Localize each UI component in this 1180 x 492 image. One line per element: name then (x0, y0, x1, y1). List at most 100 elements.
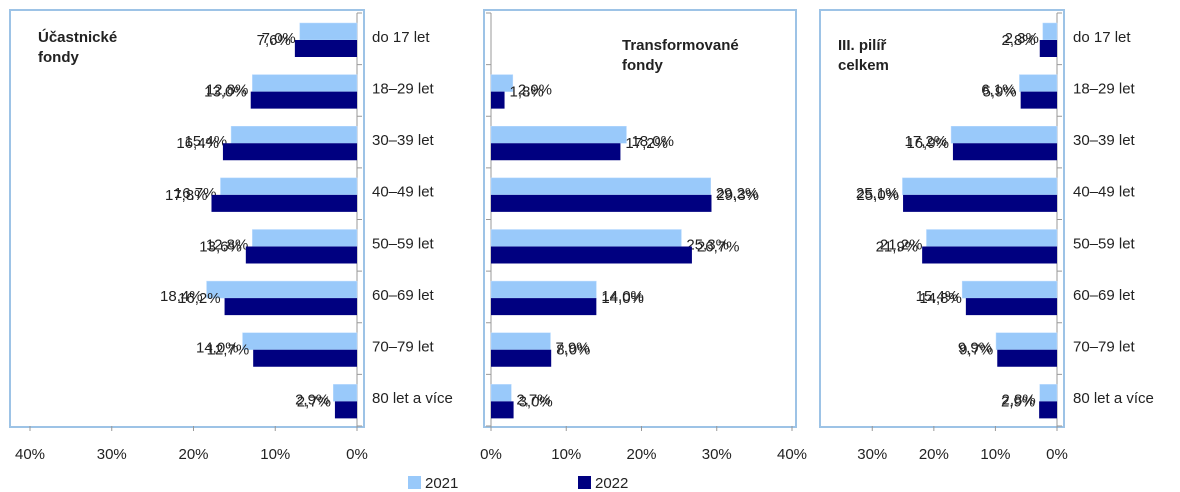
x-tick-label: 10% (980, 446, 1010, 463)
data-label: 25,3% (686, 236, 729, 253)
data-label: 8,0% (556, 342, 590, 359)
data-label: 25,0% (857, 187, 900, 204)
bar (222, 143, 357, 161)
category-label: 18–29 let (372, 80, 435, 97)
x-tick-label: 30% (702, 446, 732, 463)
bar (206, 280, 358, 299)
data-label: 17,2% (625, 135, 668, 152)
bar (952, 143, 1057, 161)
data-label: 17,2% (905, 133, 948, 150)
data-label: 14,0% (196, 340, 239, 357)
data-label: 29,2% (716, 185, 759, 202)
category-label: do 17 let (372, 29, 430, 46)
data-label: 2,9% (295, 391, 329, 408)
bar (211, 194, 357, 212)
bar (922, 246, 1057, 264)
data-label: 12,8% (206, 236, 249, 253)
data-label: 12,7% (207, 342, 250, 359)
bar (491, 349, 552, 367)
data-label: 12,8% (206, 82, 249, 99)
data-label: 21,9% (876, 238, 919, 255)
data-label: 18,4% (160, 288, 203, 305)
bar (299, 22, 358, 41)
x-tick-label: 0% (1046, 446, 1068, 463)
category-label: 60–69 let (1073, 287, 1136, 304)
data-label: 6,1% (981, 82, 1015, 99)
data-label: 14,0% (601, 290, 644, 307)
category-label: do 17 let (1073, 29, 1131, 46)
category-label: 40–49 let (1073, 184, 1136, 201)
category-label: 18–29 let (1073, 80, 1136, 97)
data-label: 5,9% (982, 84, 1016, 101)
bar (252, 229, 358, 247)
data-label: 7,6% (257, 32, 291, 49)
x-tick-label: 20% (626, 446, 656, 463)
bar (490, 384, 512, 402)
x-tick-label: 10% (260, 446, 290, 463)
bar (490, 280, 597, 299)
bar (491, 401, 514, 419)
bar (950, 126, 1058, 144)
data-label: 29,3% (716, 187, 759, 204)
legend-swatch (408, 476, 421, 489)
panel-title: Účastnické fondy (38, 29, 118, 66)
data-label: 21,2% (880, 236, 923, 253)
bar (1039, 384, 1058, 402)
panel-title: III. pilíř celkem (838, 37, 889, 74)
data-label: 14,0% (601, 288, 644, 305)
data-label: 13,6% (199, 238, 242, 255)
category-label: 70–79 let (372, 339, 435, 356)
data-label: 16,9% (906, 135, 949, 152)
panel-border (9, 9, 365, 428)
data-label: 26,7% (697, 238, 740, 255)
bar (294, 40, 357, 57)
panel-border (483, 9, 797, 428)
bar (1019, 74, 1058, 92)
bar (1039, 401, 1057, 419)
category-label: 60–69 let (372, 287, 435, 304)
category-label: 30–39 let (1073, 132, 1136, 149)
x-tick-label: 0% (346, 446, 368, 463)
bar (491, 91, 505, 109)
bar (250, 91, 357, 109)
bar (245, 246, 357, 264)
data-label: 2,7% (297, 393, 331, 410)
category-label: 70–79 let (1073, 339, 1136, 356)
bar (224, 298, 357, 316)
bar (995, 332, 1058, 350)
x-tick-label: 30% (97, 446, 127, 463)
data-label: 25,1% (856, 185, 899, 202)
bar (334, 401, 357, 419)
bar (490, 332, 551, 350)
category-label: 50–59 let (372, 235, 435, 252)
bar (252, 74, 358, 92)
data-label: 15,4% (185, 133, 228, 150)
bar (965, 298, 1057, 316)
bar (903, 194, 1057, 212)
x-tick-label: 30% (857, 446, 887, 463)
bar (253, 349, 357, 367)
bar (490, 177, 711, 196)
bar (997, 349, 1057, 367)
data-label: 2,9% (518, 82, 552, 99)
x-tick-label: 20% (919, 446, 949, 463)
data-label: 2,8% (1002, 391, 1036, 408)
bar (491, 298, 597, 316)
bar (926, 229, 1058, 247)
bar (230, 126, 358, 144)
data-label: 17,8% (165, 187, 208, 204)
x-tick-label: 20% (178, 446, 208, 463)
data-label: 16,2% (178, 290, 221, 307)
data-label: 16,4% (176, 135, 219, 152)
bar (902, 177, 1058, 196)
legend-label: 2021 (425, 475, 458, 492)
data-label: 1,8% (510, 84, 544, 101)
bar (961, 280, 1058, 299)
bar (242, 332, 358, 350)
bar (491, 143, 621, 161)
x-tick-label: 40% (777, 446, 807, 463)
data-label: 2,3% (1005, 30, 1039, 47)
bar (491, 246, 692, 264)
bar (333, 384, 358, 402)
